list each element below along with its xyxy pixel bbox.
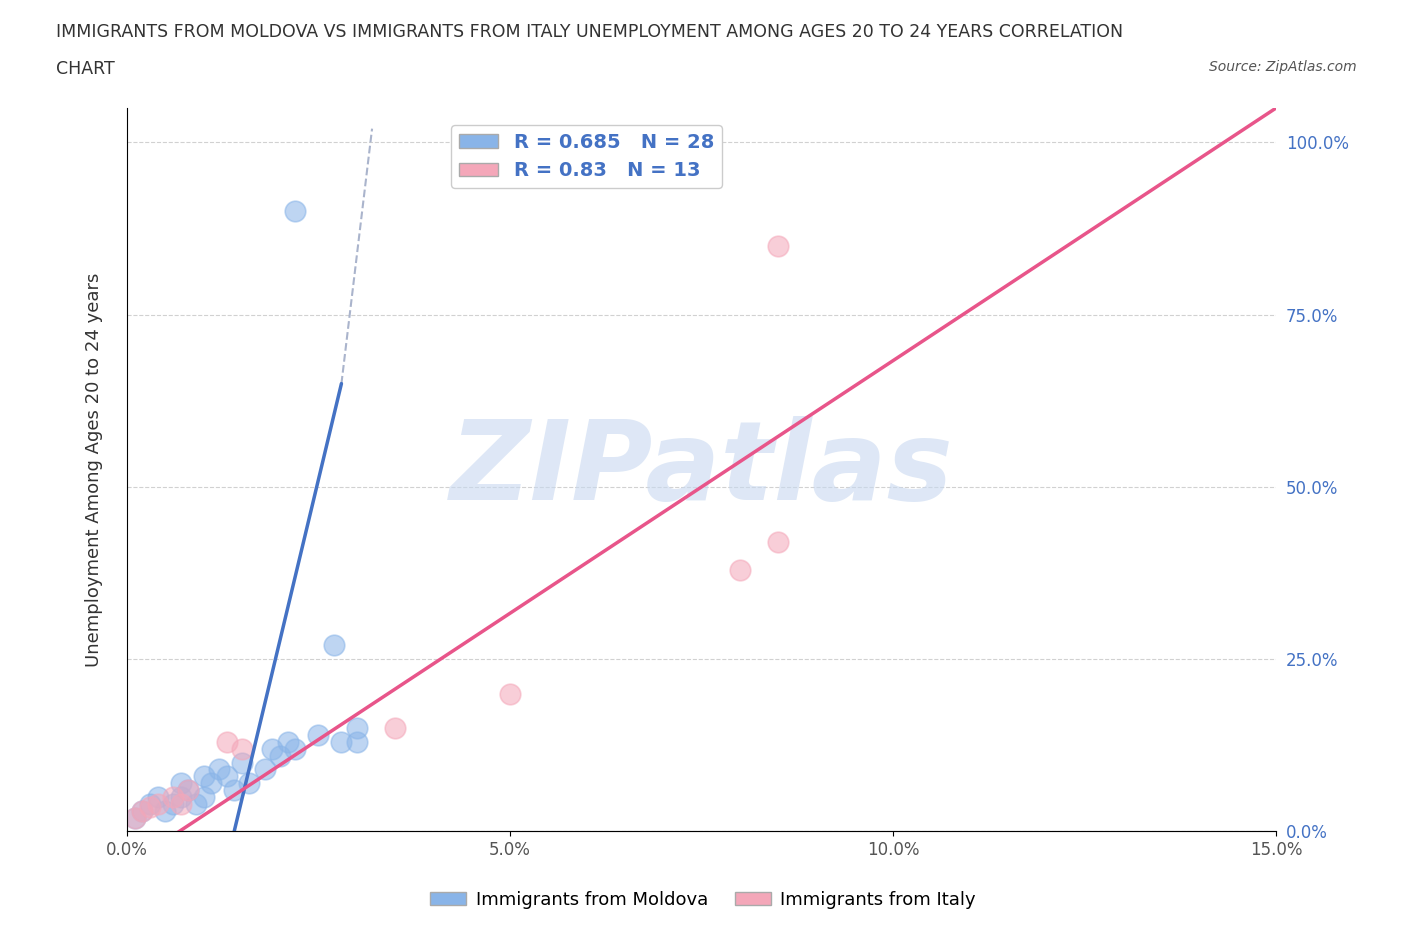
Point xyxy=(284,204,307,219)
Point xyxy=(766,238,789,253)
Point xyxy=(231,755,253,770)
Point xyxy=(277,735,299,750)
Point xyxy=(184,796,207,811)
Text: IMMIGRANTS FROM MOLDOVA VS IMMIGRANTS FROM ITALY UNEMPLOYMENT AMONG AGES 20 TO 2: IMMIGRANTS FROM MOLDOVA VS IMMIGRANTS FR… xyxy=(56,23,1123,41)
Legend: R = 0.685   N = 28, R = 0.83   N = 13: R = 0.685 N = 28, R = 0.83 N = 13 xyxy=(451,125,721,188)
Point xyxy=(146,790,169,804)
Point xyxy=(162,790,184,804)
Point xyxy=(169,776,191,790)
Point xyxy=(124,810,146,825)
Point xyxy=(766,535,789,550)
Point xyxy=(322,638,344,653)
Point xyxy=(162,796,184,811)
Point xyxy=(253,762,276,777)
Point xyxy=(139,800,162,815)
Point xyxy=(215,735,238,750)
Point xyxy=(307,727,329,742)
Point xyxy=(346,735,368,750)
Point xyxy=(177,783,200,798)
Text: Source: ZipAtlas.com: Source: ZipAtlas.com xyxy=(1209,60,1357,74)
Point xyxy=(224,783,246,798)
Point xyxy=(177,783,200,798)
Point xyxy=(193,769,215,784)
Point xyxy=(155,804,177,818)
Point xyxy=(208,762,231,777)
Point xyxy=(499,686,522,701)
Point xyxy=(284,741,307,756)
Point xyxy=(330,735,353,750)
Point xyxy=(728,563,751,578)
Point xyxy=(346,721,368,736)
Point xyxy=(215,769,238,784)
Point xyxy=(124,810,146,825)
Point xyxy=(269,749,291,764)
Point xyxy=(231,741,253,756)
Point xyxy=(193,790,215,804)
Point xyxy=(262,741,284,756)
Text: CHART: CHART xyxy=(56,60,115,78)
Legend: Immigrants from Moldova, Immigrants from Italy: Immigrants from Moldova, Immigrants from… xyxy=(423,884,983,916)
Text: ZIPatlas: ZIPatlas xyxy=(450,417,953,524)
Point xyxy=(146,796,169,811)
Point xyxy=(238,776,260,790)
Point xyxy=(131,804,153,818)
Y-axis label: Unemployment Among Ages 20 to 24 years: Unemployment Among Ages 20 to 24 years xyxy=(86,272,103,667)
Point xyxy=(384,721,406,736)
Point xyxy=(169,790,191,804)
Point xyxy=(169,796,191,811)
Point xyxy=(131,804,153,818)
Point xyxy=(139,796,162,811)
Point xyxy=(200,776,222,790)
